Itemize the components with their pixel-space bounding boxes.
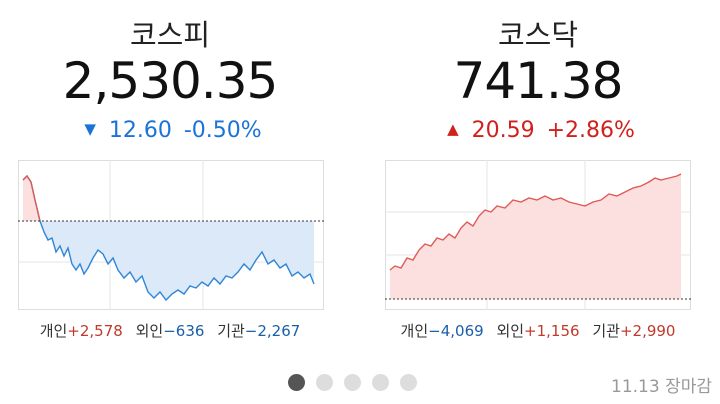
- change-pct: +2.86%: [546, 118, 635, 143]
- page-dot[interactable]: [288, 374, 305, 391]
- page-dot[interactable]: [400, 374, 417, 391]
- market-status: 11.13 장마감: [611, 372, 712, 397]
- page-dot[interactable]: [372, 374, 389, 391]
- investor-label: 기관: [217, 322, 245, 340]
- date: 11.13: [611, 377, 660, 397]
- page-dot[interactable]: [344, 374, 361, 391]
- market-name: 코스닥: [497, 18, 579, 52]
- market-price: 741.38: [453, 52, 624, 110]
- market-name: 코스피: [129, 18, 211, 52]
- investor-flows: 개인+2,578 외인−636 기관−2,267: [5, 320, 335, 341]
- investor-flows: 개인−4,069 외인+1,156 기관+2,990: [373, 320, 703, 341]
- change-value: 12.60: [108, 118, 172, 143]
- market-change: ▼ 12.60 -0.50%: [84, 118, 262, 143]
- sparkline: [18, 160, 324, 310]
- investor-value: +1,156: [524, 322, 580, 340]
- sparkline: [385, 160, 691, 310]
- status: 장마감: [665, 377, 712, 397]
- investor-label: 기관: [592, 322, 620, 340]
- investor-value: −2,267: [244, 322, 301, 340]
- investor-label: 외인: [496, 322, 525, 340]
- investor-label: 외인: [135, 322, 164, 340]
- investor-label: 개인: [400, 322, 429, 340]
- market-change: ▲ 20.59 +2.86%: [447, 118, 635, 143]
- investor-value: +2,990: [619, 322, 676, 340]
- change-pct: -0.50%: [183, 118, 262, 143]
- change-value: 20.59: [471, 118, 535, 143]
- market-price: 2,530.35: [62, 52, 279, 110]
- investor-value: −4,069: [428, 322, 484, 340]
- investor-value: −636: [163, 322, 205, 340]
- page-dot[interactable]: [316, 374, 333, 391]
- investor-label: 개인: [39, 322, 68, 340]
- pagination: [288, 374, 428, 395]
- investor-value: +2,578: [67, 322, 123, 340]
